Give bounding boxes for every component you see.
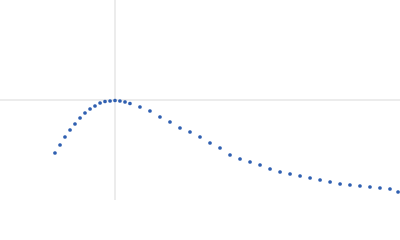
data-point [198,135,202,139]
chart [0,0,400,200]
data-point [108,99,112,103]
data-point [73,122,77,126]
data-point [98,101,102,105]
data-point [396,190,400,194]
data-point [68,128,72,132]
data-point [378,186,382,190]
data-point [78,116,82,120]
data-point [248,160,252,164]
data-point [238,157,242,161]
data-point [268,167,272,171]
data-point [58,143,62,147]
data-point [123,100,127,104]
data-point [118,99,122,103]
data-point [158,115,162,119]
data-point [128,101,132,106]
data-point [93,104,97,108]
data-point [348,183,352,187]
data-point [228,153,232,157]
data-point [368,185,372,189]
data-point [148,109,152,113]
data-point [328,180,332,184]
data-point [103,99,107,104]
data-point [138,105,142,109]
data-point [188,130,192,134]
data-point [338,182,342,186]
data-point [358,184,362,188]
data-point [388,187,392,191]
data-point [298,174,302,178]
data-point [218,146,222,150]
data-point [178,126,182,130]
data-point [113,98,117,103]
data-point [88,107,92,111]
data-point [208,141,212,145]
data-point [278,170,282,174]
data-point [63,135,67,139]
data-point [288,172,292,176]
data-point [53,151,57,155]
data-point [308,176,312,180]
data-point [318,178,322,182]
data-point [168,120,172,124]
data-point [83,111,87,115]
data-point [258,163,262,167]
